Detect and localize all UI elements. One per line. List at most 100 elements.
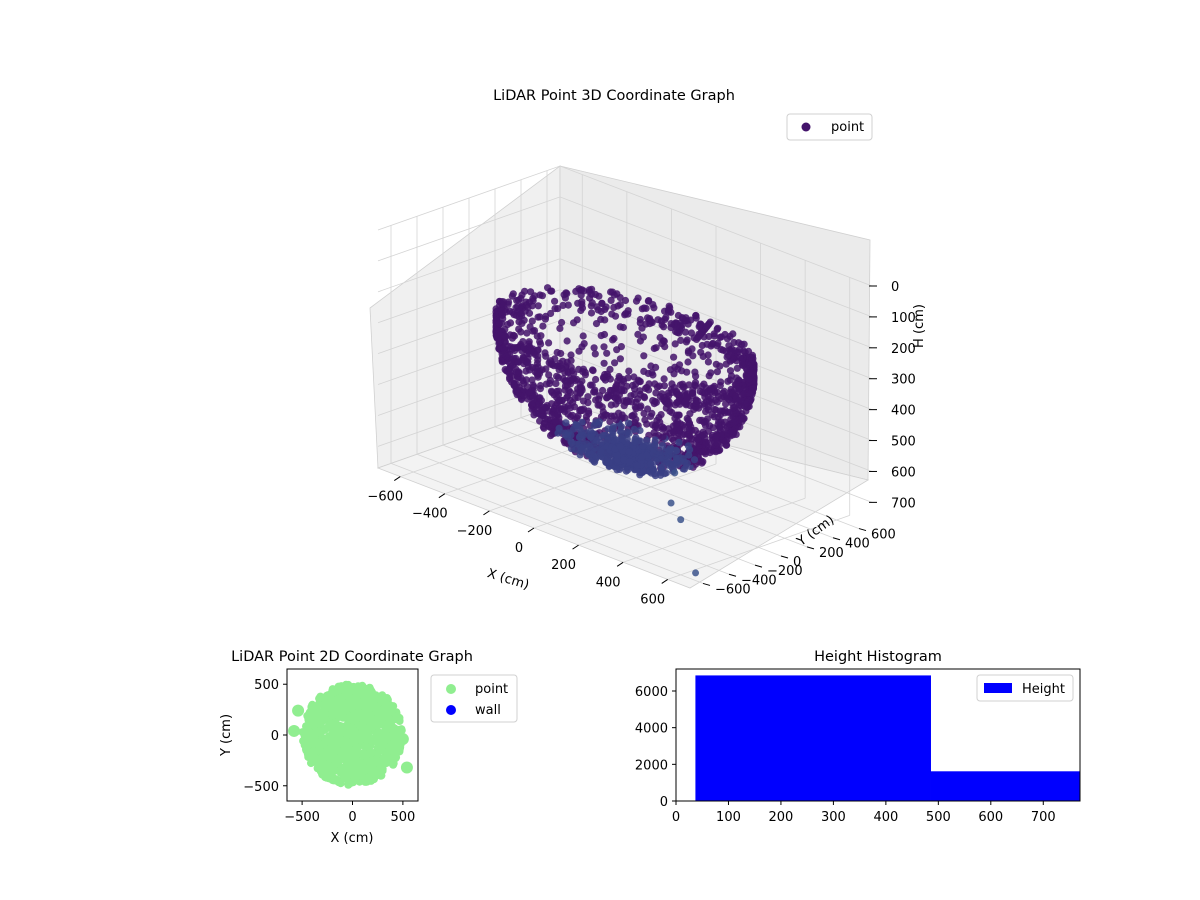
data-point bbox=[672, 420, 680, 428]
data-point bbox=[546, 379, 554, 388]
scatter-2d-chart: LiDAR Point 2D Coordinate Graph −500 0 500… bbox=[219, 649, 518, 846]
data-point bbox=[510, 381, 518, 389]
data-point bbox=[659, 442, 667, 450]
grid-line bbox=[578, 480, 761, 546]
data-point bbox=[615, 409, 623, 417]
data-point bbox=[640, 352, 648, 360]
data-point bbox=[647, 412, 655, 420]
data-point bbox=[607, 288, 615, 296]
data-point bbox=[656, 448, 664, 456]
data-point bbox=[558, 396, 566, 404]
x-tick-label: 0 bbox=[515, 541, 523, 556]
data-point bbox=[537, 340, 545, 348]
data-point bbox=[520, 316, 528, 324]
grid-line bbox=[377, 381, 873, 503]
data-point bbox=[682, 338, 691, 346]
data-point bbox=[694, 435, 702, 443]
data-point-2d bbox=[319, 712, 328, 721]
data-point bbox=[685, 420, 694, 428]
data-point bbox=[618, 387, 626, 395]
x-tick-label-hist: 600 bbox=[978, 810, 1003, 825]
data-point bbox=[659, 425, 667, 433]
x-axis-label-2d: X (cm) bbox=[331, 831, 374, 846]
data-point bbox=[673, 447, 681, 455]
y-tick-mark bbox=[858, 528, 867, 532]
y-tick-label-hist: 4000 bbox=[635, 722, 668, 737]
data-point bbox=[692, 311, 700, 320]
data-point-2d bbox=[344, 688, 353, 697]
data-point bbox=[624, 419, 633, 427]
data-point bbox=[603, 349, 611, 357]
data-point-2d-edge bbox=[288, 724, 301, 737]
data-point bbox=[514, 358, 522, 366]
data-point bbox=[500, 332, 508, 340]
data-point-2d bbox=[334, 757, 343, 766]
data-point bbox=[677, 336, 685, 344]
x-tick-mark bbox=[616, 561, 624, 567]
data-point bbox=[557, 405, 565, 413]
data-point bbox=[630, 373, 638, 381]
y-tick-mark bbox=[780, 555, 789, 559]
legend-label-point-2d: point bbox=[475, 682, 508, 697]
y-tick-mark bbox=[832, 537, 841, 541]
data-point bbox=[697, 348, 705, 356]
data-point bbox=[586, 381, 595, 389]
data-point bbox=[562, 419, 570, 427]
data-point bbox=[555, 366, 563, 374]
data-point bbox=[651, 436, 659, 444]
x-tick-mark bbox=[572, 544, 579, 550]
x-tick-mark bbox=[483, 510, 490, 516]
data-point bbox=[612, 389, 620, 397]
data-point bbox=[712, 406, 720, 414]
data-point bbox=[529, 381, 537, 389]
z-axis-label-3d: H (cm) bbox=[912, 304, 927, 348]
legend-histogram: Height bbox=[976, 674, 1074, 702]
data-point bbox=[726, 367, 735, 375]
data-point bbox=[573, 316, 581, 324]
data-point-2d bbox=[382, 723, 391, 732]
x-axis-label-3d: X (cm) bbox=[485, 566, 531, 593]
data-point bbox=[698, 448, 706, 456]
data-point bbox=[556, 359, 564, 367]
data-point bbox=[628, 412, 636, 420]
data-point bbox=[618, 435, 626, 443]
data-point bbox=[568, 439, 576, 447]
x-tick-label-hist: 100 bbox=[716, 810, 741, 825]
data-point-2d bbox=[333, 746, 342, 755]
data-point bbox=[690, 456, 699, 464]
y-tick-label: −600 bbox=[715, 582, 751, 597]
data-point bbox=[640, 393, 648, 401]
data-point bbox=[647, 362, 655, 370]
data-point bbox=[667, 320, 675, 328]
data-point bbox=[724, 377, 732, 385]
data-point bbox=[608, 425, 617, 433]
data-point bbox=[579, 332, 587, 340]
data-point-2d bbox=[362, 714, 371, 723]
data-point-2d bbox=[309, 739, 318, 748]
data-point bbox=[636, 437, 644, 445]
y-tick-mark bbox=[754, 564, 763, 568]
data-point bbox=[523, 383, 531, 391]
data-point bbox=[644, 369, 652, 378]
legend-swatch-height bbox=[984, 683, 1012, 693]
data-point bbox=[745, 375, 753, 383]
data-point bbox=[622, 398, 630, 406]
x-tick-label: 400 bbox=[596, 575, 621, 590]
z-tick-label: 0 bbox=[891, 280, 899, 295]
data-point bbox=[634, 330, 642, 338]
data-point-2d bbox=[364, 707, 373, 716]
data-point-2d bbox=[331, 723, 340, 732]
data-point bbox=[685, 381, 693, 389]
data-point bbox=[539, 322, 547, 330]
data-point bbox=[597, 332, 605, 340]
data-point bbox=[641, 416, 649, 424]
data-point bbox=[657, 411, 665, 419]
x-tick-label: −200 bbox=[457, 524, 493, 539]
data-point bbox=[535, 367, 544, 375]
data-point-2d-edge bbox=[292, 704, 305, 717]
data-point bbox=[707, 384, 715, 392]
y-tick-label: −200 bbox=[767, 564, 803, 579]
data-point bbox=[633, 461, 641, 469]
data-point bbox=[630, 425, 638, 433]
data-point bbox=[721, 409, 729, 417]
